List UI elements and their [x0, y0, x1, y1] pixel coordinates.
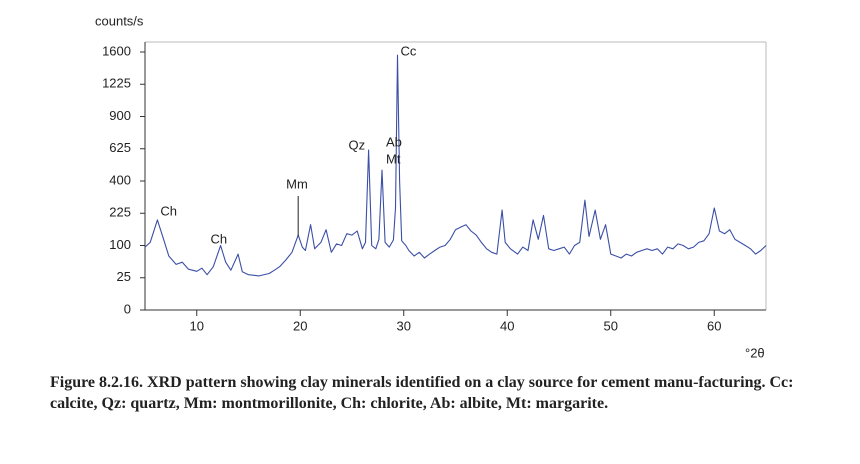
- peak-label: Mm: [286, 176, 308, 191]
- x-tick-label: 10: [190, 318, 204, 333]
- y-tick-label: 625: [109, 140, 131, 155]
- peak-label: Ab: [386, 134, 402, 149]
- y-tick-label: 900: [109, 108, 131, 123]
- x-tick-label: 30: [397, 318, 411, 333]
- x-axis-label: °2θ: [745, 345, 765, 360]
- x-tick-label: 20: [293, 318, 307, 333]
- y-tick-label: 400: [109, 172, 131, 187]
- x-tick-label: 60: [707, 318, 721, 333]
- y-tick-label: 225: [109, 205, 131, 220]
- x-tick-label: 50: [604, 318, 618, 333]
- x-tick-label: 40: [500, 318, 514, 333]
- y-tick-label: 1225: [102, 76, 131, 91]
- peak-label: Qz: [349, 137, 366, 152]
- y-tick-label: 25: [117, 269, 131, 284]
- peak-label: Cc: [401, 43, 417, 58]
- y-tick-label: 0: [124, 301, 131, 316]
- caption: Figure 8.2.16. XRD pattern showing clay …: [50, 374, 794, 412]
- chart: counts/s °2θ 0 25 100 225 400 625 900 1225 1600 1…: [95, 13, 767, 360]
- y-tick-label: 100: [109, 237, 131, 252]
- peak-label: Ch: [160, 203, 177, 218]
- peak-label: Ch: [211, 231, 228, 246]
- data-line: [144, 54, 767, 277]
- y-axis-label: counts/s: [95, 13, 144, 28]
- y-tick-label: 1600: [102, 43, 131, 58]
- peak-label: Mt: [386, 151, 401, 166]
